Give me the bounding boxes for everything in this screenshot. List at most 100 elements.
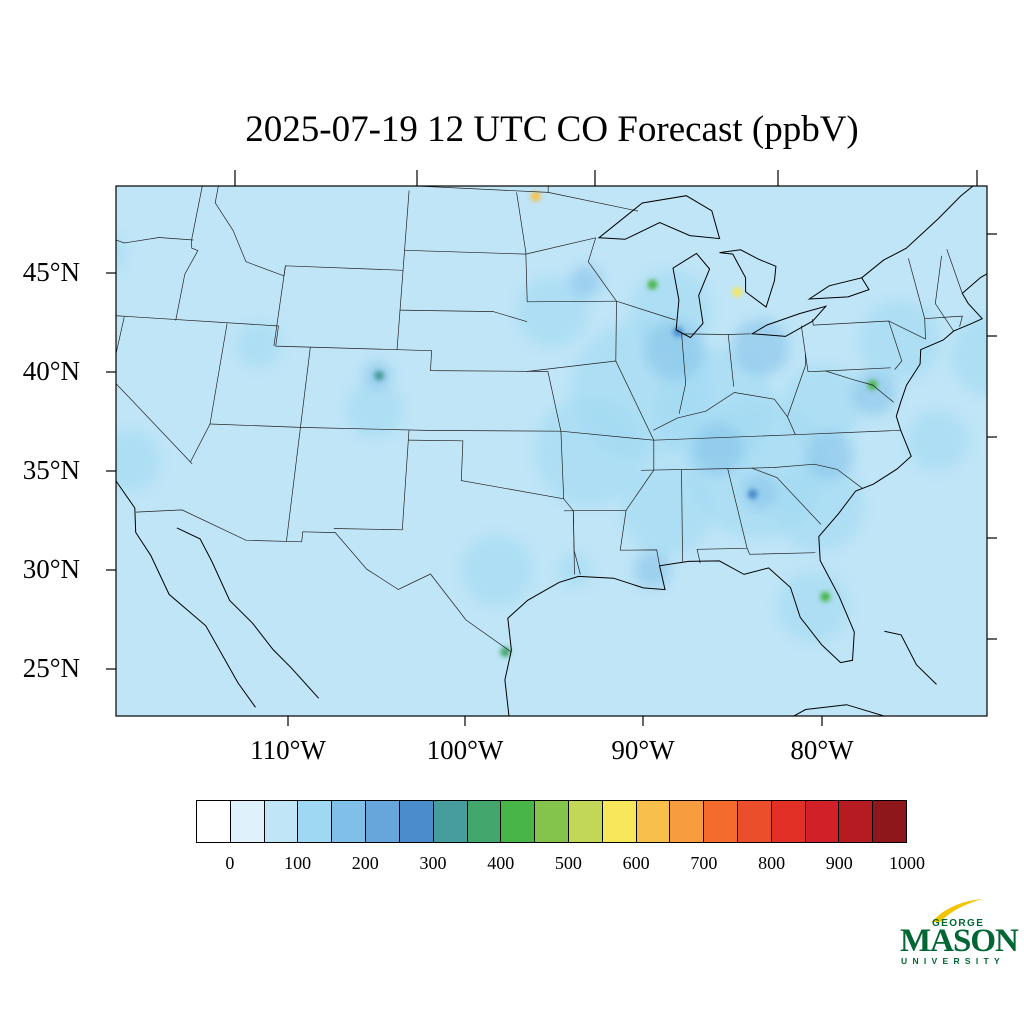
coastline — [116, 186, 987, 716]
co-hotspot — [747, 489, 758, 500]
latitude-label: 45°N — [22, 257, 80, 287]
co-field-patch — [951, 315, 987, 396]
colorbar-label: 600 — [622, 853, 650, 873]
coastline-segment — [861, 186, 974, 279]
coastline-segment — [884, 630, 937, 685]
colorbar-label: 900 — [825, 853, 853, 873]
colorbar-swatch — [399, 801, 434, 842]
colorbar-swatch — [332, 801, 367, 842]
co-field-patch — [236, 323, 281, 368]
longitude-label: 110°W — [250, 735, 326, 765]
border-line — [746, 548, 816, 555]
border-line — [408, 439, 564, 500]
border-line — [396, 190, 410, 351]
colorbar-label: 300 — [419, 853, 447, 873]
border-line — [116, 315, 548, 372]
latitude-label: 35°N — [22, 455, 80, 485]
coastline-segment — [504, 273, 987, 716]
border-line — [787, 353, 806, 417]
colorbar-label: 200 — [351, 853, 379, 873]
border-line — [888, 320, 903, 370]
co-field-patch — [569, 265, 602, 298]
logo-swoosh-icon — [932, 899, 982, 922]
border-line — [681, 333, 751, 335]
border-line — [825, 370, 894, 403]
co-field-patch — [773, 461, 864, 552]
border-line — [678, 333, 687, 414]
colorbar-swatch — [704, 801, 738, 842]
co-field-patch — [859, 300, 940, 381]
map-frame — [115, 185, 988, 717]
colorbar-swatch — [771, 801, 806, 842]
co-field-patch — [644, 320, 705, 381]
colorbar-swatch — [433, 801, 468, 842]
colorbar-label: 500 — [554, 853, 582, 873]
border-line — [399, 309, 528, 323]
border-line — [616, 300, 676, 321]
co-field-patch — [782, 365, 862, 446]
border-line — [640, 463, 864, 489]
border-line — [548, 192, 639, 212]
logo-mason: MASON — [900, 923, 1019, 959]
colorbar-label: 100 — [284, 853, 312, 873]
colorbar-swatch — [738, 801, 772, 842]
border-line — [681, 469, 683, 562]
colorbar-swatch — [568, 801, 603, 842]
colorbar-swatch — [230, 801, 265, 842]
border-line — [525, 237, 596, 255]
border-line — [800, 325, 891, 373]
co-hotspots — [374, 191, 878, 658]
border-line — [587, 237, 660, 566]
border-line — [116, 237, 194, 244]
border-line — [572, 510, 581, 575]
border-line — [273, 265, 286, 347]
co-field-patch — [741, 473, 778, 510]
co-hotspot — [647, 279, 658, 290]
colorbar-swatch — [873, 801, 907, 842]
border-line — [934, 255, 954, 332]
border-line — [135, 509, 512, 653]
co-field-patch — [116, 430, 160, 491]
state-borders — [116, 186, 963, 653]
great-lake-outline — [750, 305, 828, 337]
colorbar-swatch — [197, 801, 231, 842]
co-hotspot — [530, 191, 541, 202]
co-field-patch — [851, 371, 896, 416]
border-line — [404, 249, 526, 255]
co-hotspot — [374, 370, 385, 381]
co-hotspot — [500, 647, 511, 658]
co-field-patch — [622, 464, 713, 555]
colorbar — [196, 800, 907, 843]
colorbar-swatch — [805, 801, 840, 842]
coastline-segment — [176, 527, 320, 699]
border-line — [286, 347, 311, 542]
colorbar-swatch — [366, 801, 400, 842]
co-field-patch — [692, 422, 745, 475]
colorbar-swatch — [535, 801, 569, 842]
co-field-patch — [634, 551, 671, 588]
colorbar-label: 1000 — [889, 853, 925, 873]
colorbar-swatch — [298, 801, 333, 842]
coastline-segment — [792, 704, 886, 716]
great-lake-outline — [597, 195, 721, 240]
co-field-patch — [777, 572, 848, 643]
co-field-patch — [805, 431, 854, 480]
latitude-label: 25°N — [22, 653, 80, 683]
gmu-logo: GEORGE MASON UNIVERSITY — [898, 898, 1019, 970]
colorbar-label: 800 — [758, 853, 786, 873]
colorbar-swatch — [501, 801, 536, 842]
co-field-patch — [346, 381, 403, 438]
map-ticks — [106, 170, 997, 726]
border-line — [696, 468, 748, 564]
colorbar-label: 0 — [225, 853, 235, 873]
colorbar-label: 700 — [690, 853, 718, 873]
border-line — [209, 423, 654, 441]
co-field-patch — [732, 319, 789, 376]
border-line — [116, 317, 193, 464]
co-field-patch — [517, 276, 588, 347]
co-hotspot — [820, 591, 831, 602]
border-line — [333, 430, 410, 531]
great-lake-outline — [719, 249, 777, 308]
border-line — [924, 315, 963, 327]
